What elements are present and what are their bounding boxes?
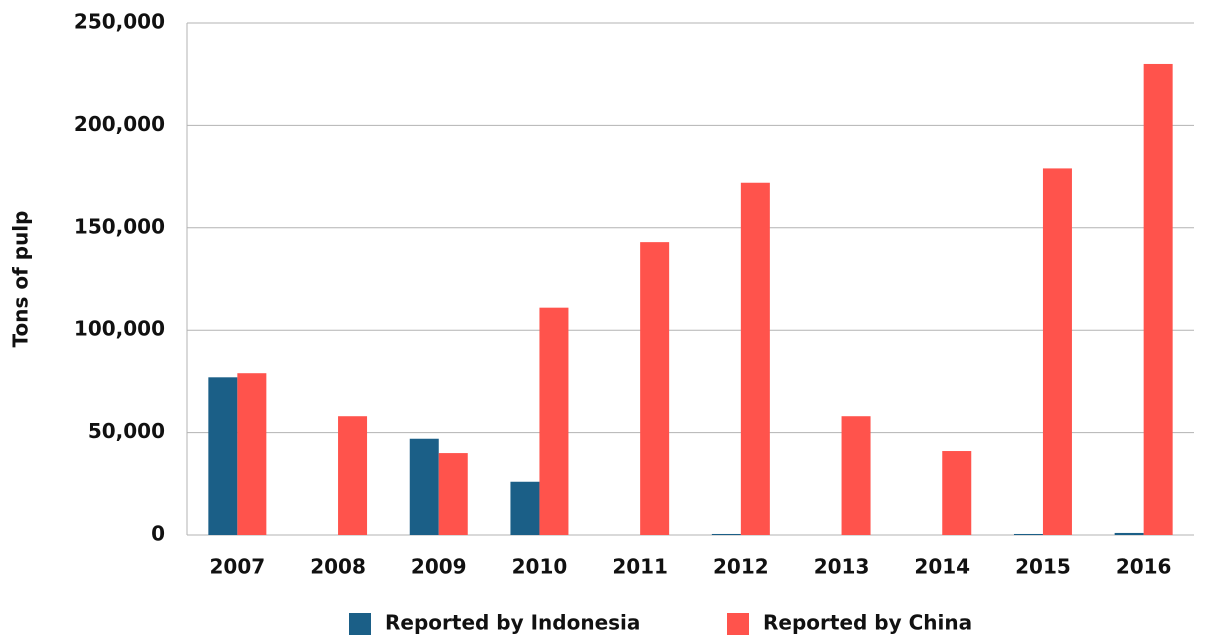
y-axis-title: Tons of pulp: [9, 211, 33, 348]
legend-label: Reported by Indonesia: [385, 611, 640, 635]
x-tick-label: 2013: [814, 555, 870, 579]
bar: [539, 307, 569, 535]
x-tick-label: 2009: [411, 555, 467, 579]
bar: [711, 533, 741, 535]
y-tick-label: 250,000: [74, 10, 165, 34]
legend-label: Reported by China: [763, 611, 972, 635]
legend-swatch: [727, 613, 749, 635]
bar: [409, 438, 439, 535]
bar: [640, 242, 670, 536]
x-tick-label: 2011: [612, 555, 668, 579]
bar: [1042, 168, 1072, 535]
y-tick-label: 0: [151, 522, 165, 546]
bar: [1013, 533, 1043, 535]
y-tick-label: 50,000: [88, 419, 165, 443]
x-tick-label: 2008: [310, 555, 366, 579]
y-tick-label: 150,000: [74, 214, 165, 238]
bar: [237, 373, 267, 535]
bar: [942, 451, 972, 535]
y-tick-label: 100,000: [74, 317, 165, 341]
x-tick-label: 2012: [713, 555, 769, 579]
bar: [740, 182, 770, 535]
x-tick-label: 2015: [1015, 555, 1071, 579]
bar: [208, 377, 238, 535]
bar: [510, 481, 540, 535]
x-tick-label: 2016: [1116, 555, 1172, 579]
bar: [1143, 63, 1173, 536]
x-tick-label: 2014: [914, 555, 970, 579]
bar: [438, 453, 468, 535]
x-tick-label: 2007: [210, 555, 266, 579]
bar: [841, 416, 871, 535]
x-tick-label: 2010: [512, 555, 568, 579]
legend-swatch: [349, 613, 371, 635]
y-tick-label: 200,000: [74, 112, 165, 136]
bar: [1114, 532, 1144, 535]
bar: [338, 416, 368, 535]
